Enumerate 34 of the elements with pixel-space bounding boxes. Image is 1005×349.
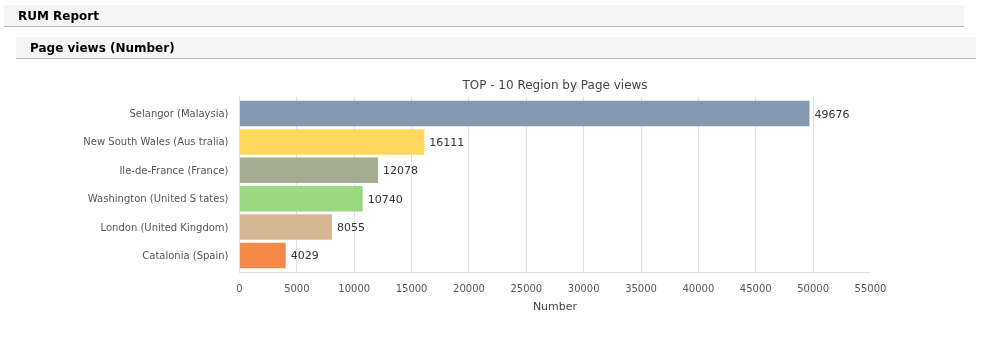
x-tick-label: 50000 — [797, 282, 830, 294]
chart-title: TOP - 10 Region by Page views — [461, 77, 648, 92]
y-tick-label: Selangor (Malaysia) — [129, 108, 229, 120]
x-tick-label: 15000 — [395, 282, 428, 294]
x-tick-label: 35000 — [625, 282, 657, 294]
x-tick-label: 40000 — [682, 282, 715, 294]
data-label: 16111 — [429, 135, 465, 149]
bar — [239, 214, 332, 240]
data-label: 4029 — [290, 249, 319, 263]
x-tick-label: 0 — [236, 282, 243, 294]
bar — [239, 242, 286, 269]
y-tick-label: Washington (United S tates) — [87, 193, 229, 205]
y-tick-label: London (United Kingdom) — [100, 221, 229, 233]
bar — [239, 100, 810, 127]
y-tick-label: Ile-de-France (France) — [119, 164, 229, 176]
text: Page views (Number) — [30, 40, 175, 57]
y-tick-label: Catalonia (Spain) — [142, 249, 229, 261]
data-label: 8055 — [336, 221, 365, 235]
x-tick-label: 30000 — [567, 282, 600, 294]
data-label: 12078 — [383, 164, 419, 178]
x-axis-title: Number — [532, 299, 578, 313]
bar — [239, 157, 379, 184]
bar — [239, 185, 363, 212]
x-tick-label: 55000 — [854, 282, 887, 294]
y-tick-label: New South Wales (Aus tralia) — [83, 136, 229, 148]
x-tick-label: 45000 — [739, 282, 772, 294]
bar — [239, 129, 425, 155]
x-tick-label: 25000 — [510, 282, 543, 294]
x-tick-label: 20000 — [453, 282, 485, 294]
x-tick-label: 5000 — [284, 282, 310, 294]
data-label: 10740 — [367, 192, 403, 206]
x-tick-label: 10000 — [338, 282, 371, 294]
text: RUM Report — [18, 8, 99, 25]
data-label: 49676 — [814, 107, 850, 121]
